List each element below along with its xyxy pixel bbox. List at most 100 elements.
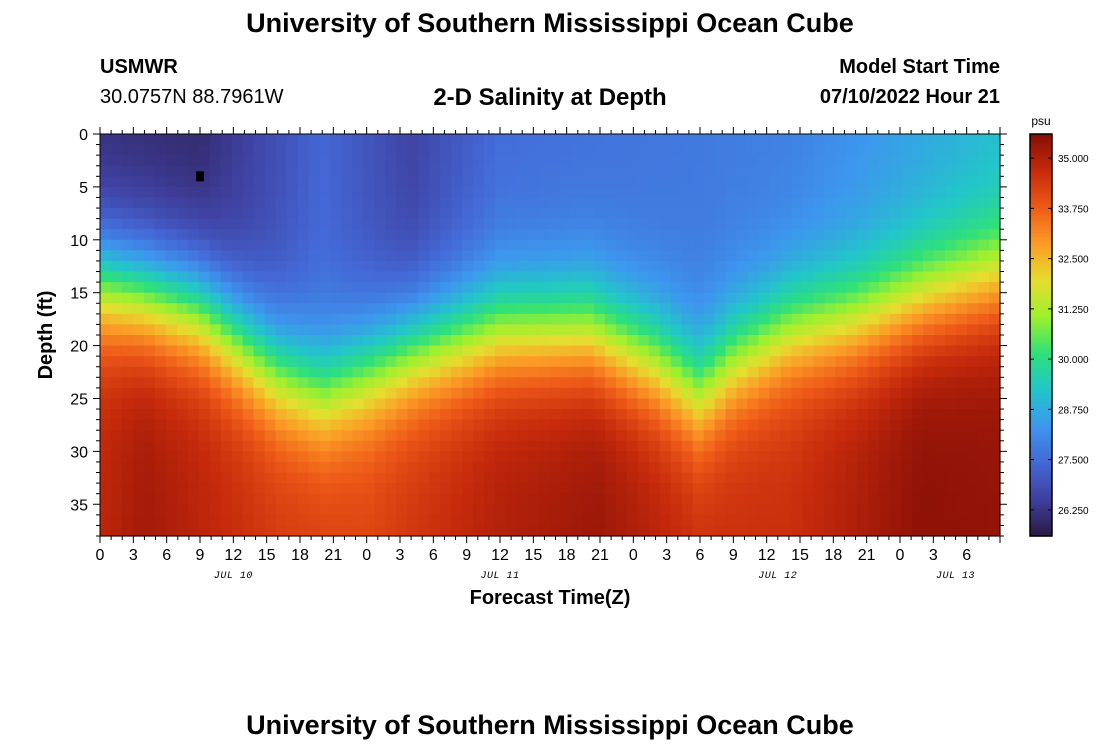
heatmap-cell (626, 229, 639, 241)
heatmap-cell (275, 134, 288, 146)
heatmap-cell (736, 282, 749, 294)
heatmap-cell (989, 356, 1001, 368)
heatmap-cell (550, 366, 562, 378)
heatmap-cell (407, 239, 419, 251)
heatmap-cell (835, 271, 847, 283)
heatmap-cell (220, 250, 233, 262)
heatmap-cell (143, 472, 156, 484)
heatmap-cell (736, 483, 749, 495)
heatmap-cell (330, 197, 343, 209)
heatmap-cell (528, 504, 540, 516)
heatmap-cell (297, 356, 310, 368)
heatmap-cell (352, 483, 365, 495)
heatmap-cell (539, 377, 551, 389)
heatmap-cell (528, 345, 540, 357)
heatmap-cell (418, 186, 430, 199)
heatmap-cell (330, 419, 343, 431)
heatmap-cell (253, 345, 266, 357)
heatmap-cell (220, 525, 233, 537)
heatmap-cell (989, 324, 1001, 336)
heatmap-cell (209, 483, 222, 495)
heatmap-cell (198, 409, 211, 421)
heatmap-cell (703, 218, 716, 230)
colorbar-swatch (1030, 204, 1052, 207)
heatmap-cell (670, 493, 683, 505)
heatmap-cell (440, 165, 452, 177)
heatmap-cell (703, 197, 716, 209)
heatmap-cell (165, 239, 178, 251)
heatmap-cell (319, 419, 332, 431)
colorbar-swatch (1030, 278, 1052, 282)
heatmap-cell (385, 176, 397, 188)
heatmap-cell (956, 398, 968, 410)
heatmap-cell (802, 218, 815, 230)
heatmap-cell (297, 398, 310, 410)
heatmap-cell (418, 398, 430, 410)
heatmap-cell (692, 356, 705, 368)
heatmap-cell (407, 472, 419, 484)
heatmap-cell (857, 313, 869, 326)
heatmap-cell (187, 356, 200, 368)
heatmap-cell (451, 366, 463, 378)
heatmap-cell (923, 377, 935, 389)
heatmap-cell (275, 440, 288, 452)
heatmap-cell (703, 356, 716, 368)
heatmap-cell (912, 366, 924, 378)
heatmap-cell (956, 514, 968, 527)
heatmap-cell (626, 282, 639, 294)
heatmap-cell (791, 345, 804, 357)
heatmap-cell (275, 197, 288, 209)
heatmap-cell (857, 461, 869, 474)
heatmap-cell (308, 451, 321, 463)
heatmap-cell (374, 377, 386, 389)
heatmap-cell (758, 186, 771, 199)
heatmap-cell (550, 335, 562, 347)
heatmap-cell (681, 218, 694, 230)
colorbar-swatch (1030, 138, 1052, 141)
heatmap-cell (319, 208, 332, 220)
heatmap-cell (495, 514, 507, 527)
heatmap-cell (198, 451, 211, 463)
heatmap-cell (714, 472, 727, 484)
heatmap-cell (154, 155, 167, 167)
heatmap-cell (879, 271, 891, 283)
heatmap-cell (385, 239, 397, 251)
model-start-label: Model Start Time (839, 56, 1000, 78)
heatmap-cell (451, 440, 463, 452)
heatmap-cell (560, 144, 573, 156)
heatmap-cell (890, 260, 902, 273)
heatmap-cell (868, 260, 880, 273)
heatmap-cell (110, 483, 123, 495)
heatmap-cell (143, 504, 156, 516)
heatmap-cell (473, 229, 485, 241)
heatmap-cell (978, 461, 990, 474)
heatmap-cell (154, 144, 167, 156)
heatmap-cell (143, 461, 156, 474)
heatmap-cell (264, 239, 277, 251)
heatmap-cell (132, 144, 145, 156)
heatmap-cell (275, 419, 288, 431)
heatmap-cell (132, 292, 145, 304)
heatmap-cell (506, 504, 518, 516)
heatmap-cell (264, 514, 277, 527)
x-tick-label: 6 (429, 547, 438, 564)
heatmap-cell (637, 409, 650, 421)
heatmap-cell (187, 345, 200, 357)
heatmap-cell (802, 440, 815, 452)
heatmap-cell (736, 504, 749, 516)
heatmap-cell (396, 218, 408, 230)
heatmap-cell (308, 483, 321, 495)
heatmap-cell (198, 250, 211, 262)
heatmap-cell (659, 472, 672, 484)
heatmap-cell (100, 271, 112, 283)
heatmap-cell (253, 239, 266, 251)
heatmap-cell (550, 313, 562, 326)
heatmap-cell (703, 229, 716, 241)
heatmap-cell (725, 514, 738, 527)
heatmap-cell (495, 229, 507, 241)
heatmap-cell (220, 356, 233, 368)
heatmap-cell (209, 493, 222, 505)
heatmap-cell (121, 218, 134, 230)
heatmap-cell (604, 345, 617, 357)
heatmap-cell (550, 303, 562, 315)
